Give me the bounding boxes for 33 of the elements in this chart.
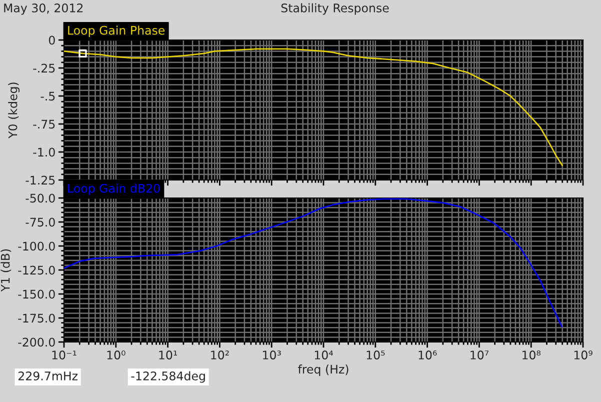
x-axis-title: freq (Hz) xyxy=(298,364,348,376)
x-tick-label: 10⁶ xyxy=(418,350,437,360)
y-tick-label: -200.0 xyxy=(18,338,55,347)
x-tick-label: 10⁵ xyxy=(366,350,385,360)
text: -122.584deg xyxy=(131,371,205,383)
x-tick-label: 10⁸ xyxy=(522,350,541,360)
y-tick-label: -175.0 xyxy=(18,314,55,323)
y-tick-label: -75.0 xyxy=(26,218,55,227)
x-tick-label: 10⁻¹ xyxy=(52,350,76,360)
y-tick-label: -125.0 xyxy=(18,266,55,275)
x-tick-label: 10⁰ xyxy=(107,350,126,360)
y-tick-label: -1.0 xyxy=(33,148,55,157)
y-axis-title: Y0 (kdeg) xyxy=(8,82,20,138)
text: May 30, 2012 xyxy=(4,3,83,15)
y-tick-label: 0 xyxy=(48,36,55,45)
chart-title: Stability Response xyxy=(281,3,389,15)
y-tick-label: -.5 xyxy=(40,92,55,101)
text: Loop Gain dB20 xyxy=(68,184,160,196)
y-tick-label: -100.0 xyxy=(18,242,55,251)
series-label: Loop Gain Phase xyxy=(68,26,165,38)
y-tick-label: -50.0 xyxy=(26,194,55,203)
x-tick-label: 10⁷ xyxy=(470,350,489,360)
y-tick-label: -1.25 xyxy=(26,176,55,185)
x-tick-label: 10³ xyxy=(263,350,281,360)
x-tick-label: 10¹ xyxy=(159,350,178,360)
text: 229.7mHz xyxy=(18,371,78,380)
x-tick-label: 10⁹ xyxy=(574,350,592,360)
y-tick-label: -.75 xyxy=(33,120,55,129)
x-tick-label: 10⁴ xyxy=(314,350,334,360)
y-axis-title: Y1 (dB) xyxy=(0,249,12,292)
x-tick-label: 10² xyxy=(211,350,229,360)
y-tick-label: -150.0 xyxy=(18,290,55,299)
y-tick-label: -.25 xyxy=(33,64,55,73)
